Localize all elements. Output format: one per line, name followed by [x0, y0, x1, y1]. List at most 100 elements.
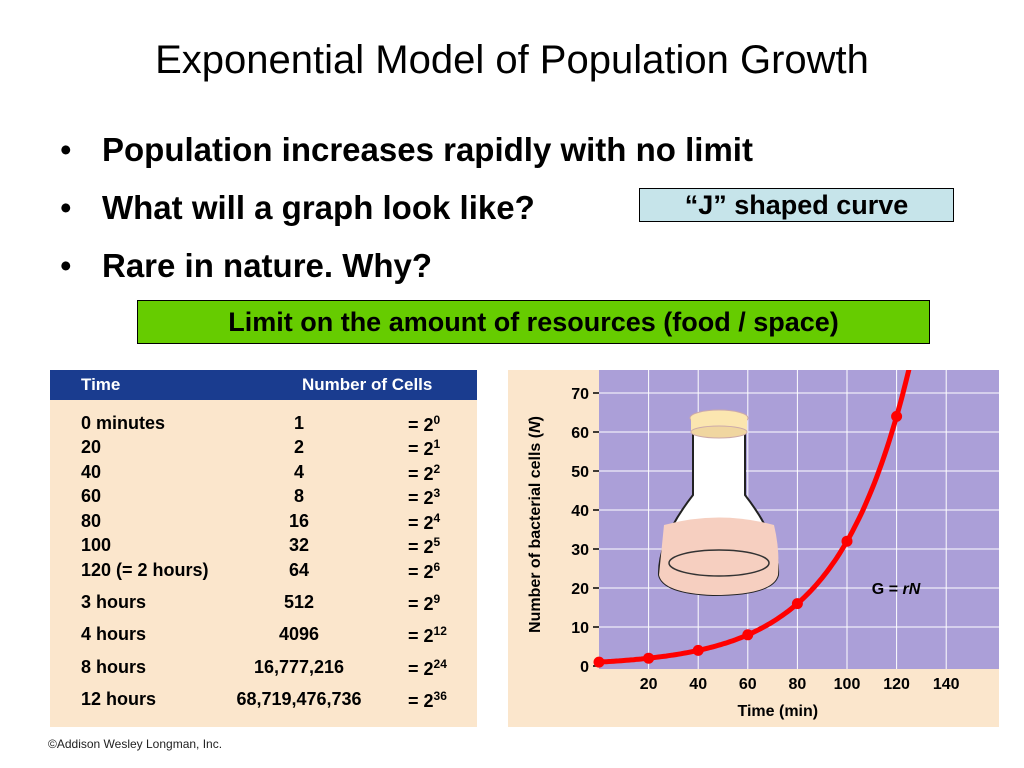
- y-axis-label-variable: N: [527, 421, 544, 433]
- equation-part: G: [872, 581, 884, 598]
- cell-count: 1: [293, 413, 304, 433]
- cell-time: 0 minutes: [81, 413, 166, 433]
- cell-power-of-two: = 26: [408, 560, 441, 582]
- x-tick-label: 20: [640, 676, 658, 693]
- cell-time: 8 hours: [81, 657, 147, 677]
- table-header: Time Number of Cells: [50, 370, 477, 400]
- data-point: [841, 535, 853, 547]
- bullet-item: • Population increases rapidly with no l…: [60, 130, 753, 188]
- equation-part: =: [884, 581, 898, 598]
- flask-stopper-bottom: [690, 425, 748, 439]
- bullet-text: What will a graph look like?: [102, 189, 535, 226]
- exponent: 1: [433, 437, 441, 451]
- growth-chart-panel: 0 10 20 30 40 50 60 70 20 40 60 80 100 120 140 Time (mi…: [508, 370, 999, 727]
- y-tick-label: 20: [571, 581, 589, 598]
- cell-count: 64: [288, 560, 310, 580]
- bullet-item: • What will a graph look like?: [60, 188, 753, 246]
- y-tick-label: 40: [571, 503, 589, 520]
- exponent: 0: [433, 413, 441, 427]
- bullet-dot: •: [60, 131, 72, 168]
- exponent: 5: [433, 535, 441, 549]
- slide-title: Exponential Model of Population Growth: [155, 38, 869, 82]
- cell-power-of-two: = 212: [408, 624, 447, 646]
- cell-count: 2: [293, 437, 304, 457]
- data-point: [593, 656, 605, 668]
- cell-power-of-two: = 20: [408, 413, 441, 435]
- copyright-notice: ©Addison Wesley Longman, Inc.: [48, 737, 223, 751]
- x-tick-label: 140: [933, 676, 960, 693]
- data-point: [891, 410, 903, 422]
- data-point: [643, 652, 655, 664]
- table-row: 4 hours 4096 = 212: [50, 624, 477, 648]
- y-tick-label: 50: [571, 464, 589, 481]
- exponent: 6: [433, 560, 441, 574]
- data-point: [742, 629, 754, 641]
- cell-time: 4 hours: [81, 624, 147, 644]
- cell-count: 8: [293, 486, 304, 506]
- table-row: 100 32 = 25: [50, 535, 477, 559]
- exponent: 3: [433, 486, 441, 500]
- flask-liquid: [659, 517, 779, 595]
- cell-count-table: Time Number of Cells 0 minutes 1 = 20 20 2 = …: [50, 370, 477, 727]
- bullet-dot: •: [60, 189, 72, 226]
- cell-count: 16: [288, 511, 310, 531]
- table-row: 8 hours 16,777,216 = 224: [50, 657, 477, 681]
- cell-power-of-two: = 29: [408, 592, 441, 614]
- y-tick-label: 60: [571, 425, 589, 442]
- exponent: 9: [433, 592, 441, 606]
- cell-count: 32: [288, 535, 310, 555]
- table-row: 12 hours 68,719,476,736 = 236: [50, 689, 477, 713]
- growth-chart: 0 10 20 30 40 50 60 70 20 40 60 80 100 120 140 Time (mi…: [527, 370, 999, 720]
- bullet-text: Rare in nature. Why?: [102, 247, 433, 284]
- cell-power-of-two: = 24: [408, 511, 441, 533]
- y-tick-label: 70: [571, 386, 589, 403]
- bullet-item: • Rare in nature. Why?: [60, 246, 753, 304]
- cell-count: 68,719,476,736: [236, 689, 362, 709]
- exponent: 24: [433, 657, 447, 671]
- cell-count: 16,777,216: [253, 657, 345, 677]
- y-tick-label: 10: [571, 620, 589, 637]
- data-point: [692, 644, 704, 656]
- j-curve-answer-box: “J” shaped curve: [639, 188, 954, 222]
- data-point: [791, 598, 803, 610]
- table-row: 0 minutes 1 = 20: [50, 413, 477, 437]
- equation-part: rN: [898, 581, 921, 598]
- table-row: 60 8 = 23: [50, 486, 477, 510]
- cell-power-of-two: = 23: [408, 486, 441, 508]
- cell-power-of-two: = 236: [408, 689, 447, 711]
- exponent: 2: [433, 462, 441, 476]
- x-tick-label: 120: [883, 676, 910, 693]
- bullet-dot: •: [60, 247, 72, 284]
- cell-time: 20: [81, 437, 102, 457]
- cell-power-of-two: = 22: [408, 462, 441, 484]
- cell-time: 100: [81, 535, 112, 555]
- x-tick-label: 80: [789, 676, 807, 693]
- bullet-text: Population increases rapidly with no lim…: [102, 131, 753, 168]
- cell-time: 3 hours: [81, 592, 147, 612]
- table-row: 20 2 = 21: [50, 437, 477, 461]
- x-tick-label: 60: [739, 676, 757, 693]
- exponent: 4: [433, 511, 441, 525]
- exponent: 36: [433, 689, 447, 703]
- cell-time: 120 (= 2 hours): [81, 560, 209, 580]
- cell-count: 4096: [278, 624, 320, 644]
- table-row: 80 16 = 24: [50, 511, 477, 535]
- cell-power-of-two: = 224: [408, 657, 447, 679]
- column-header-time: Time: [81, 375, 121, 394]
- flask-liquid-surface: [668, 549, 770, 577]
- cell-time: 60: [81, 486, 102, 506]
- plot-area: [599, 370, 999, 669]
- table-row: 3 hours 512 = 29: [50, 592, 477, 616]
- cell-power-of-two: = 25: [408, 535, 441, 557]
- cell-time: 12 hours: [81, 689, 157, 709]
- exponent: 12: [433, 624, 447, 638]
- x-axis-label: Time (min): [737, 703, 818, 720]
- x-tick-label: 40: [689, 676, 707, 693]
- column-header-cells: Number of Cells: [302, 375, 433, 394]
- y-axis-label: Number of bacterial cells (N): [527, 416, 544, 633]
- y-tick-label: 0: [580, 659, 589, 676]
- cell-time: 80: [81, 511, 102, 531]
- cell-count: 4: [293, 462, 304, 482]
- resource-limit-answer-box: Limit on the amount of resources (food /…: [137, 300, 930, 344]
- growth-equation-label: G = rN: [872, 581, 921, 598]
